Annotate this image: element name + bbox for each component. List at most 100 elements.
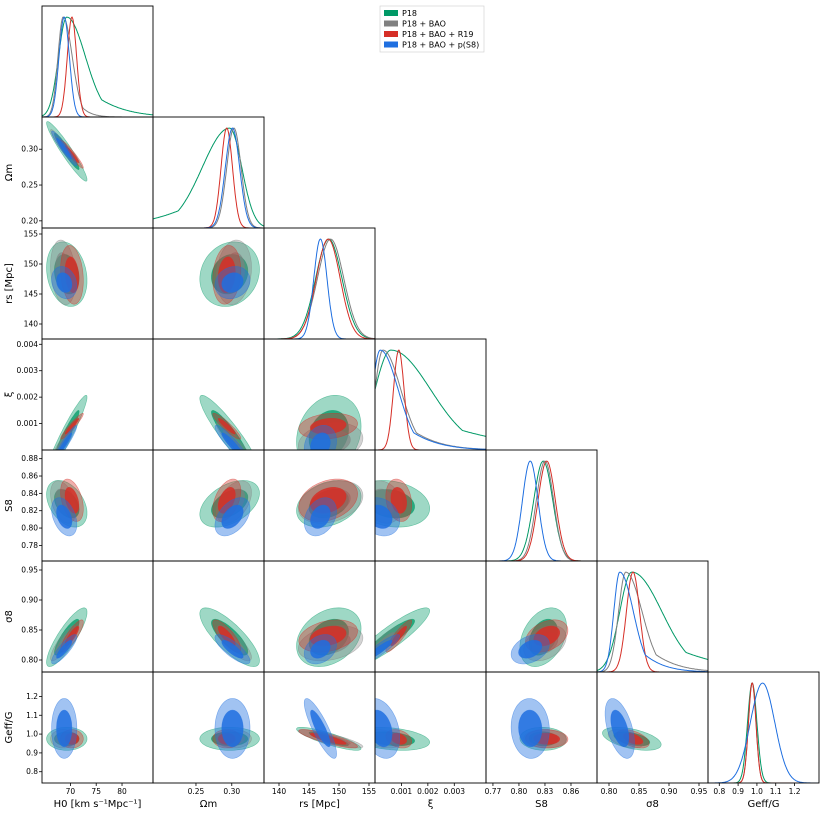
y-tick-label: 150 xyxy=(24,260,39,269)
contour-inner-Om-S8-P18_BAO_S8 xyxy=(221,504,244,529)
legend-label-P18_BAO_R19: P18 + BAO + R19 xyxy=(402,30,473,39)
contour-inner-xi-sigma8-P18_BAO_R19 xyxy=(390,625,408,647)
marginal-rs-P18_BAO_R19 xyxy=(264,238,375,339)
marginal-rs-P18_BAO xyxy=(264,238,375,339)
legend-swatch-P18 xyxy=(384,10,398,16)
panel-xi-rs xyxy=(296,394,364,450)
x-tick-label: 0.001 xyxy=(391,787,413,796)
contour-inner-S8-sigma8-P18_BAO_R19 xyxy=(533,625,561,647)
y-axis-label-Om: Ωm xyxy=(4,164,15,181)
panel-rs-Om xyxy=(199,239,260,307)
contour-inner-Om-xi-P18_BAO_R19 xyxy=(217,417,236,435)
panel-S8-rs xyxy=(296,478,364,537)
marginal-rs-P18 xyxy=(264,238,375,339)
panel-S8-H0 xyxy=(46,478,88,537)
x-tick-label: 0.8 xyxy=(713,787,725,796)
y-tick-label: 0.84 xyxy=(21,489,38,498)
panel-frame xyxy=(374,560,487,673)
x-tick-label: 145 xyxy=(302,787,317,796)
marginal-H0-P18_BAO_S8 xyxy=(42,16,153,117)
y-axis-label-xi: ξ xyxy=(4,392,15,398)
contour-inner-Om-Geff-P18_BAO_S8 xyxy=(221,709,244,748)
marginal-Om-P18 xyxy=(153,127,264,227)
y-tick-label: 0.002 xyxy=(17,393,39,402)
panel-Geff-Om xyxy=(199,698,260,759)
y-tick-label: 0.001 xyxy=(17,419,39,428)
panel-sigma8-rs xyxy=(296,607,364,667)
contour-inner-Om-xi-P18_BAO xyxy=(222,429,244,450)
marginal-xi-P18_BAO_S8 xyxy=(375,349,486,450)
marginal-sigma8-P18_BAO_S8 xyxy=(597,571,708,672)
x-axis-label-sigma8: σ8 xyxy=(646,799,659,810)
y-tick-label: 0.8 xyxy=(26,767,38,776)
y-axis-label-sigma8: σ8 xyxy=(4,610,15,623)
x-axis-label-rs: rs [Mpc] xyxy=(299,799,340,810)
x-tick-label: 0.80 xyxy=(601,787,618,796)
x-tick-label: 0.80 xyxy=(511,787,528,796)
panel-frame xyxy=(485,449,598,562)
panel-Om-H0 xyxy=(46,121,88,182)
x-tick-label: 0.86 xyxy=(563,787,580,796)
y-tick-label: 0.78 xyxy=(21,541,38,550)
marginal-Geff-P18_BAO_R19 xyxy=(708,682,819,783)
contour-inner-xi-Geff-P18_BAO_S8 xyxy=(375,709,393,748)
y-tick-label: 0.20 xyxy=(21,216,38,225)
contour-inner-xi-sigma8-P18_BAO_S8 xyxy=(375,639,393,657)
panel-S8-S8 xyxy=(486,460,597,561)
x-tick-label: 0.002 xyxy=(417,787,439,796)
panel-sigma8-xi xyxy=(375,607,431,661)
panel-frame xyxy=(263,227,376,340)
contour-inner-Om-sigma8-P18_BAO_S8 xyxy=(221,639,244,659)
panel-H0-H0 xyxy=(42,16,153,117)
x-tick-label: 75 xyxy=(91,787,101,796)
x-tick-label: 0.77 xyxy=(485,787,502,796)
marginal-H0-P18_BAO_R19 xyxy=(42,16,153,117)
legend-label-P18: P18 xyxy=(402,9,417,18)
x-tick-label: 1.1 xyxy=(770,787,782,796)
panel-frame xyxy=(41,338,154,451)
y-tick-label: 1.0 xyxy=(26,730,38,739)
y-axis-label-S8: S8 xyxy=(4,499,15,512)
legend-swatch-P18_BAO_R19 xyxy=(384,31,398,37)
y-tick-label: 0.86 xyxy=(21,472,38,481)
contour-inner-H0-xi-P18_BAO_S8 xyxy=(58,432,73,450)
panel-Geff-Geff xyxy=(708,682,819,783)
marginal-Geff-P18_BAO xyxy=(708,682,819,783)
panel-rs-H0 xyxy=(46,239,88,307)
y-tick-label: 140 xyxy=(24,320,39,329)
legend-swatch-P18_BAO_S8 xyxy=(384,41,398,48)
panel-S8-Om xyxy=(199,478,260,537)
y-tick-label: 0.80 xyxy=(21,524,38,533)
y-tick-label: 0.88 xyxy=(21,454,38,463)
y-tick-label: 0.003 xyxy=(17,366,39,375)
panel-sigma8-sigma8 xyxy=(597,571,708,672)
y-tick-label: 0.85 xyxy=(21,626,38,635)
y-tick-label: 1.1 xyxy=(26,711,38,720)
contour-inner-rs-sigma8-P18_BAO_S8 xyxy=(310,639,331,659)
marginal-Geff-P18 xyxy=(708,682,819,783)
x-tick-label: 0.90 xyxy=(661,787,678,796)
panel-Geff-sigma8 xyxy=(602,698,662,759)
x-tick-label: 0.9 xyxy=(732,787,744,796)
panel-Geff-rs xyxy=(296,698,364,759)
contour-inner-S8-sigma8-P18_BAO_S8 xyxy=(518,639,543,659)
x-tick-label: 150 xyxy=(332,787,347,796)
x-tick-label: 140 xyxy=(272,787,287,796)
y-tick-label: 1.2 xyxy=(26,692,38,701)
panel-frame xyxy=(707,671,820,784)
panel-sigma8-Om xyxy=(199,607,260,667)
panel-rs-rs xyxy=(264,238,375,339)
panel-Geff-H0 xyxy=(46,698,88,759)
x-tick-label: 0.003 xyxy=(444,787,466,796)
legend-label-P18_BAO: P18 + BAO xyxy=(402,20,446,29)
y-tick-label: 0.90 xyxy=(21,596,38,605)
marginal-xi-P18_BAO xyxy=(375,349,486,450)
x-tick-label: 0.83 xyxy=(537,787,554,796)
marginal-Geff-P18_BAO_S8 xyxy=(708,682,819,783)
marginal-rs-P18_BAO_S8 xyxy=(264,238,375,339)
marginal-Om-P18_BAO_R19 xyxy=(153,127,264,228)
x-tick-label: 155 xyxy=(362,787,377,796)
x-tick-label: 0.30 xyxy=(223,787,240,796)
panel-xi-xi xyxy=(375,349,486,450)
